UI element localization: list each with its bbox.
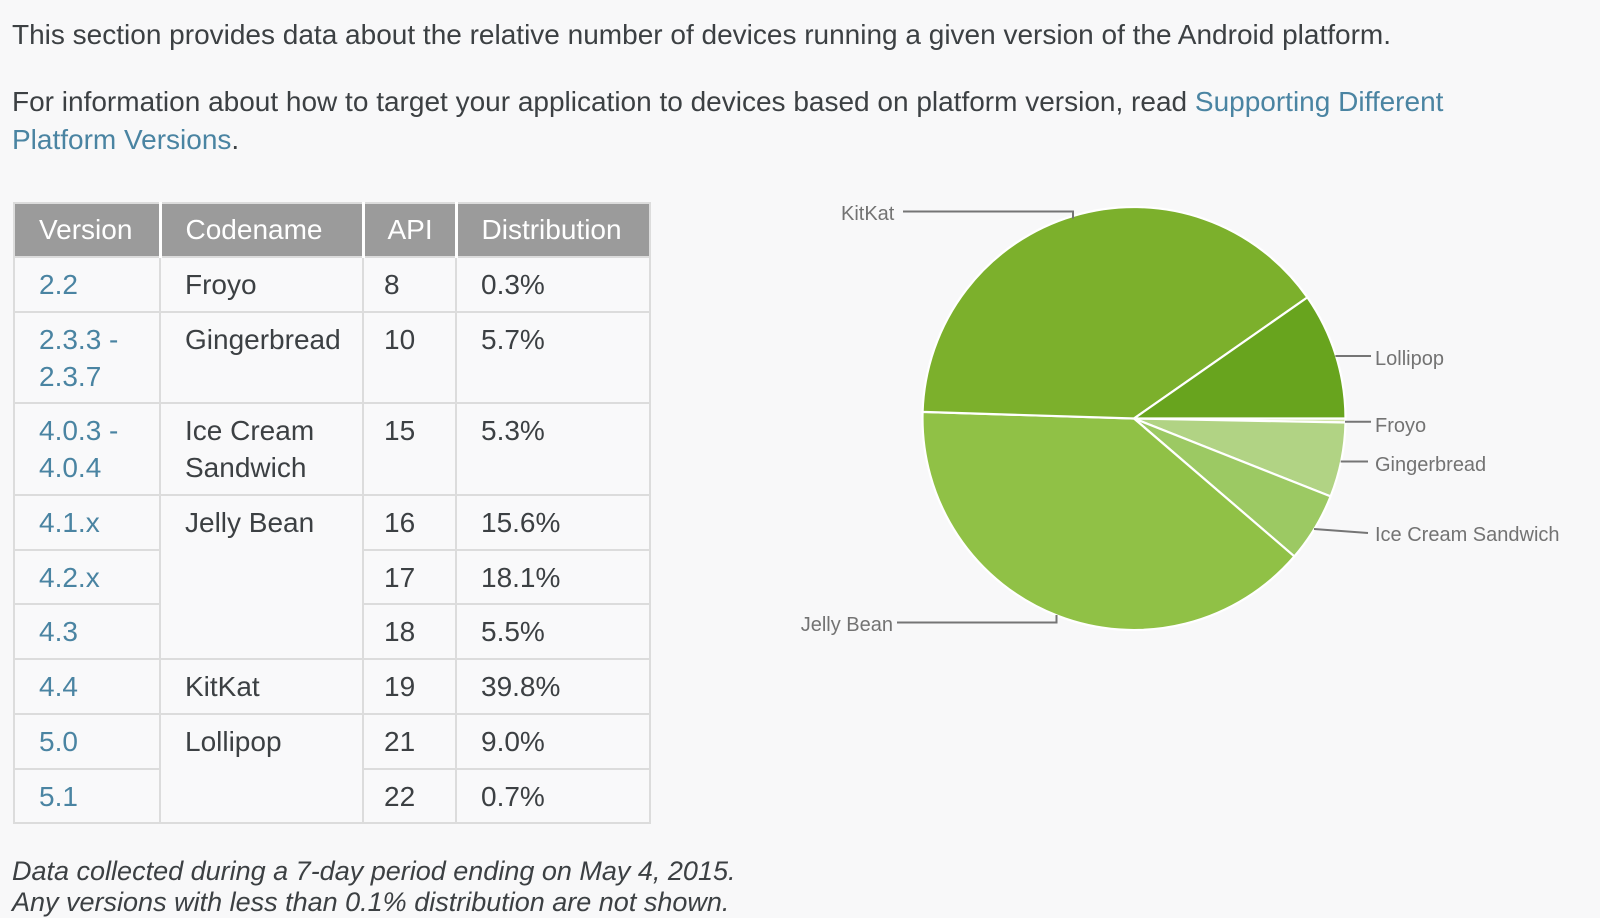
svg-text:Ice Cream Sandwich: Ice Cream Sandwich	[1375, 524, 1560, 546]
svg-text:Froyo: Froyo	[1375, 415, 1426, 437]
svg-text:KitKat: KitKat	[841, 203, 895, 225]
svg-text:Lollipop: Lollipop	[1375, 348, 1444, 370]
svg-text:Jelly Bean: Jelly Bean	[801, 614, 893, 636]
svg-text:Gingerbread: Gingerbread	[1375, 454, 1486, 476]
